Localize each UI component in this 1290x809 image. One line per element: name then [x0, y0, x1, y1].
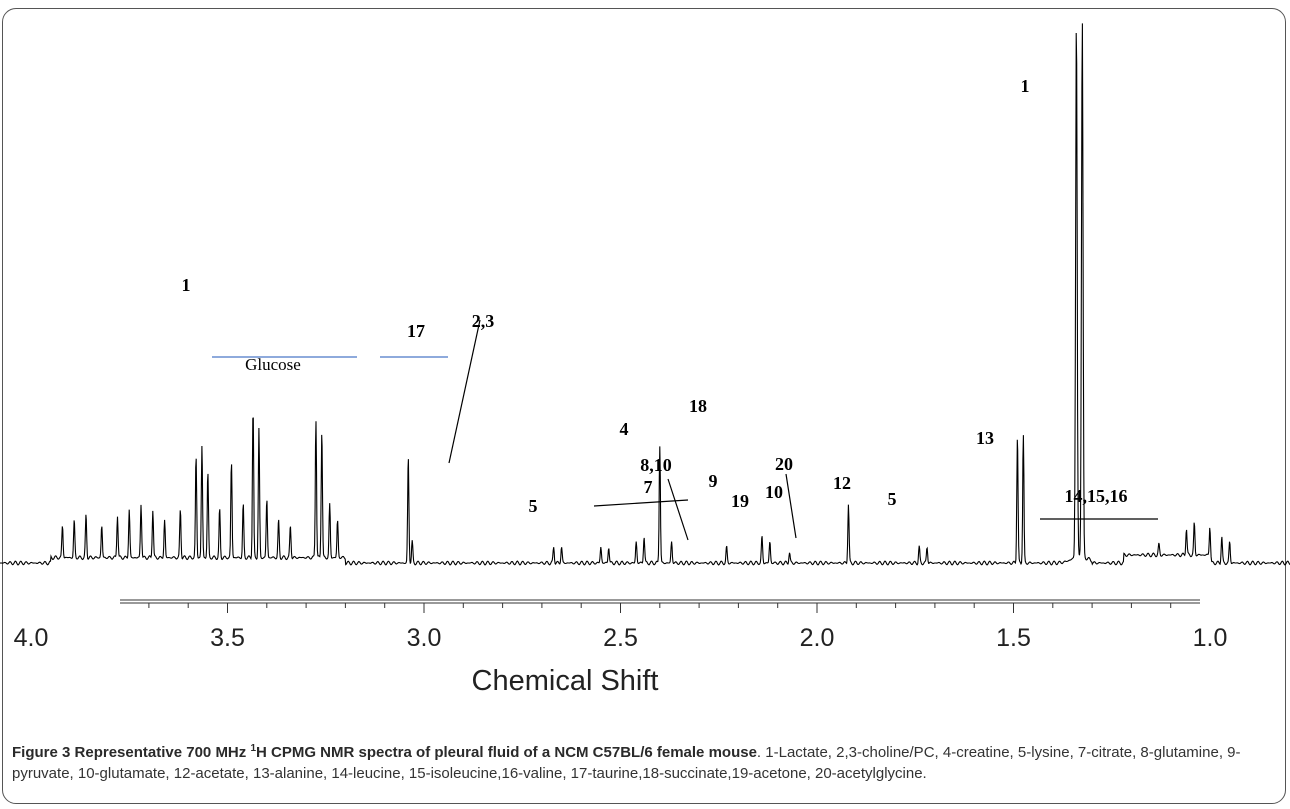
annotation-line: [785, 473, 797, 539]
x-tick-label: 4.0: [14, 624, 49, 652]
annotation-label: 14,15,16: [1065, 486, 1128, 506]
caption-punct: .: [756, 744, 762, 761]
annotation-label: 20: [775, 454, 793, 474]
caption-body: 1-Lactate, 2,3-choline/PC, 4-creatine, 5…: [12, 744, 1241, 782]
annotation-label: 19: [731, 491, 749, 511]
figure-frame: [2, 8, 1286, 804]
annotation-label: 13: [976, 428, 994, 448]
annotation-label: 1: [1021, 76, 1030, 96]
annotation-lines: [212, 319, 1158, 541]
annotation-label: 9: [709, 471, 718, 491]
nmr-spectrum-chart: 4.0 3.5 3.0 2.5 2.0 1.5 1.0 1 Glucose 17 2,3 4 5 78,…: [0, 23, 1290, 697]
spectrum-line: [0, 23, 1290, 566]
annotation-line: [593, 499, 689, 507]
annotation-label: 5: [888, 489, 897, 509]
x-tick-label: 2.0: [800, 624, 835, 652]
figure-title: Representative 700 MHz 1H CPMG NMR spect…: [74, 743, 757, 761]
x-axis-label: Chemical Shift: [472, 665, 659, 697]
x-tick-label: 1.0: [1193, 624, 1228, 652]
annotation-label: 10: [765, 482, 783, 502]
annotation-labels: 1 Glucose 17 2,3 4 5 78,10 18 9 19 10 20 12 5 13 1 14,15…: [182, 76, 1128, 516]
x-tick-label: 3.0: [407, 624, 442, 652]
figure-caption: Figure 3 Representative 700 MHz 1H CPMG …: [12, 738, 1278, 784]
x-tick-label: 2.5: [603, 624, 638, 652]
annotation-label: Glucose: [245, 355, 301, 374]
annotation-line: [667, 478, 689, 541]
annotation-label: 8,10: [640, 455, 672, 475]
annotation-label: 17: [407, 321, 425, 341]
annotation-label: 7: [644, 477, 653, 497]
annotation-label: 18: [689, 396, 707, 416]
annotation-label: 4: [620, 419, 629, 439]
x-tick-label: 3.5: [210, 624, 245, 652]
annotation-line: [448, 319, 481, 464]
x-axis: 4.0 3.5 3.0 2.5 2.0 1.5 1.0: [14, 599, 1228, 652]
figure-label: Figure 3: [12, 744, 71, 761]
annotation-label: 2,3: [472, 311, 495, 331]
annotation-label: 1: [182, 275, 191, 295]
annotation-label: 12: [833, 473, 851, 493]
annotation-label: 5: [529, 496, 538, 516]
x-tick-label: 1.5: [996, 624, 1031, 652]
